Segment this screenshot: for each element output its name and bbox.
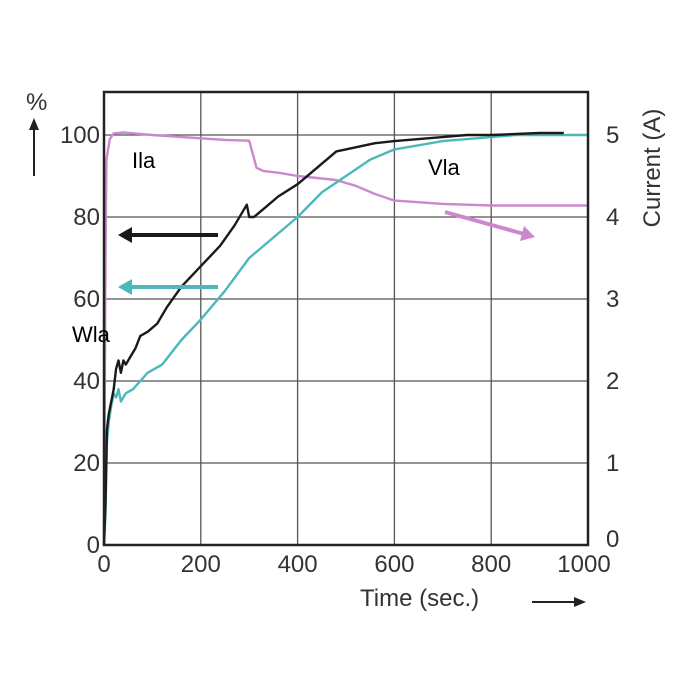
grid [104,92,588,545]
y-left-tick-label: 20 [73,450,100,477]
x-tick-label: 0 [97,551,110,578]
arrow-wla-left-axis [118,227,218,243]
y-left-tick-label: 0 [87,532,100,559]
x-tick-label: 800 [471,551,511,578]
series-label-wla: Wla [72,322,111,347]
series-line-vla [102,133,588,546]
y-left-tick-label: 60 [73,286,100,313]
y-left-tick-label: 40 [73,368,100,395]
y-right-tick-label: 5 [606,122,619,149]
y-right-tick-label: 3 [606,286,619,313]
series-label-vla: Vla [428,155,461,180]
y-right-tick-label: 0 [606,526,619,553]
series-line-wla [102,131,564,546]
plot-frame [102,90,590,547]
x-tick-label: 1000 [557,551,610,578]
arrow-ila-right-axis [444,210,535,241]
series-label-ila: Ila [132,148,156,173]
y-axis-right-label: Current (A) [639,109,666,228]
y-right-tick-label: 1 [606,450,619,477]
arrow-vla-left-axis [118,279,218,295]
series-layer [102,131,588,546]
y-axis-left-up-arrow [29,118,39,176]
x-axis-label: Time (sec.) [360,585,479,612]
x-tick-label: 400 [278,551,318,578]
y-right-tick-label: 4 [606,204,619,231]
y-left-tick-label: 80 [73,204,100,231]
series-line-ila [102,131,588,546]
y-right-tick-label: 2 [606,368,619,395]
x-axis-right-arrow [532,597,586,607]
y-axis-left-label: % [26,89,47,116]
x-tick-label: 600 [374,551,414,578]
y-left-tick-label: 100 [60,122,100,149]
x-tick-label: 200 [181,551,221,578]
